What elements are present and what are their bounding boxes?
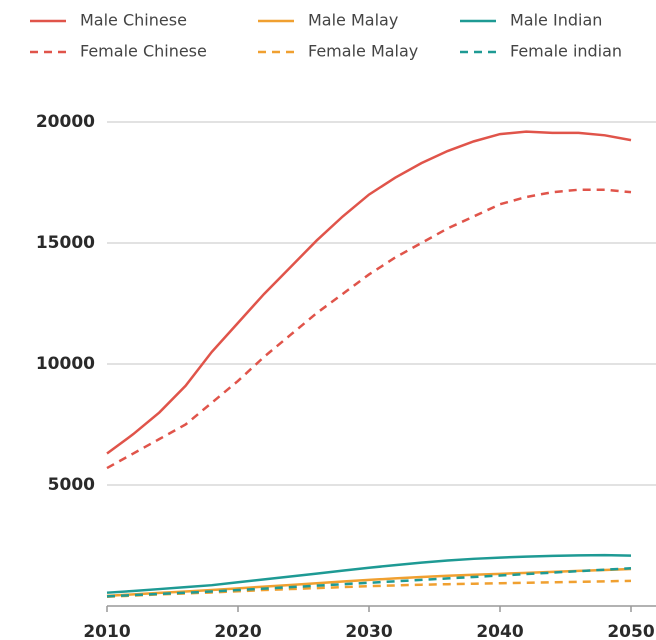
legend-label: Female Malay [308,42,418,61]
line [106,566,632,598]
line [106,567,632,598]
legend-label: Female indian [510,42,622,61]
line [106,130,632,455]
x-tick-label: 2010 [83,622,130,640]
line [106,188,632,470]
y-tick-label: 5000 [48,475,95,495]
x-tick-label: 2040 [476,622,523,640]
legend-label: Male Chinese [80,11,187,30]
line [106,579,632,599]
y-tick-label: 20000 [36,112,95,132]
y-tick-label: 15000 [36,233,95,253]
legend-label: Female Chinese [80,42,207,61]
x-tick-label: 2030 [345,622,392,640]
x-tick-label: 2020 [214,622,261,640]
y-tick-label: 10000 [36,354,95,374]
legend-label: Male Malay [308,11,398,30]
legend-label: Male Indian [510,11,602,30]
line [106,553,632,594]
x-tick-label: 2050 [607,622,654,640]
